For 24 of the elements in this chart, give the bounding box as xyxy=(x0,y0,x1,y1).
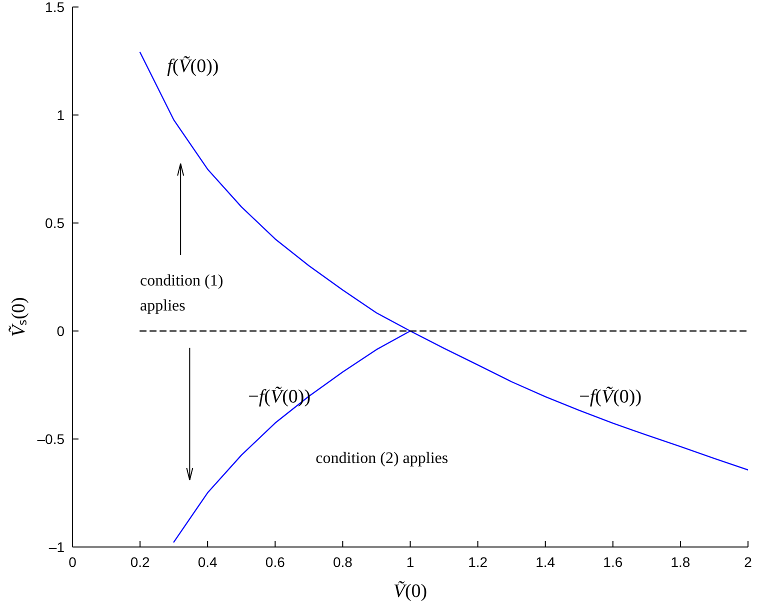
y-tick-label: –1 xyxy=(48,539,65,555)
y-tick-label: –0.5 xyxy=(37,431,65,447)
x-tick-label: 0.2 xyxy=(130,554,150,570)
annotation: condition (1) applies xyxy=(140,272,224,315)
annotation: −f(Ṽ(0)) xyxy=(248,386,311,408)
x-tick-label: 0 xyxy=(68,554,77,570)
x-tick-label: 1 xyxy=(406,554,414,570)
y-tick-label: 0.5 xyxy=(45,215,65,231)
x-axis-title: Ṽ(0) xyxy=(393,581,428,602)
x-tick-label: 0.8 xyxy=(332,554,353,570)
y-axis-title: Ṽₛ(0) xyxy=(8,297,30,337)
x-tick-label: 1.6 xyxy=(603,554,623,570)
y-tick-label: 0 xyxy=(56,323,65,339)
x-tick-label: 1.8 xyxy=(670,554,690,570)
annotation: f(Ṽ(0)) xyxy=(167,56,219,77)
y-tick-label: 1 xyxy=(56,107,65,123)
x-tick-label: 0.6 xyxy=(265,554,286,570)
annotation: condition (2) applies xyxy=(316,450,448,467)
x-tick-label: 1.2 xyxy=(468,554,488,570)
x-tick-label: 1.4 xyxy=(536,554,556,570)
y-tick-label: 1.5 xyxy=(45,0,65,15)
annotation: −f(Ṽ(0)) xyxy=(579,386,642,408)
x-tick-label: 0.4 xyxy=(198,554,218,570)
x-tick-label: 2 xyxy=(744,554,752,570)
